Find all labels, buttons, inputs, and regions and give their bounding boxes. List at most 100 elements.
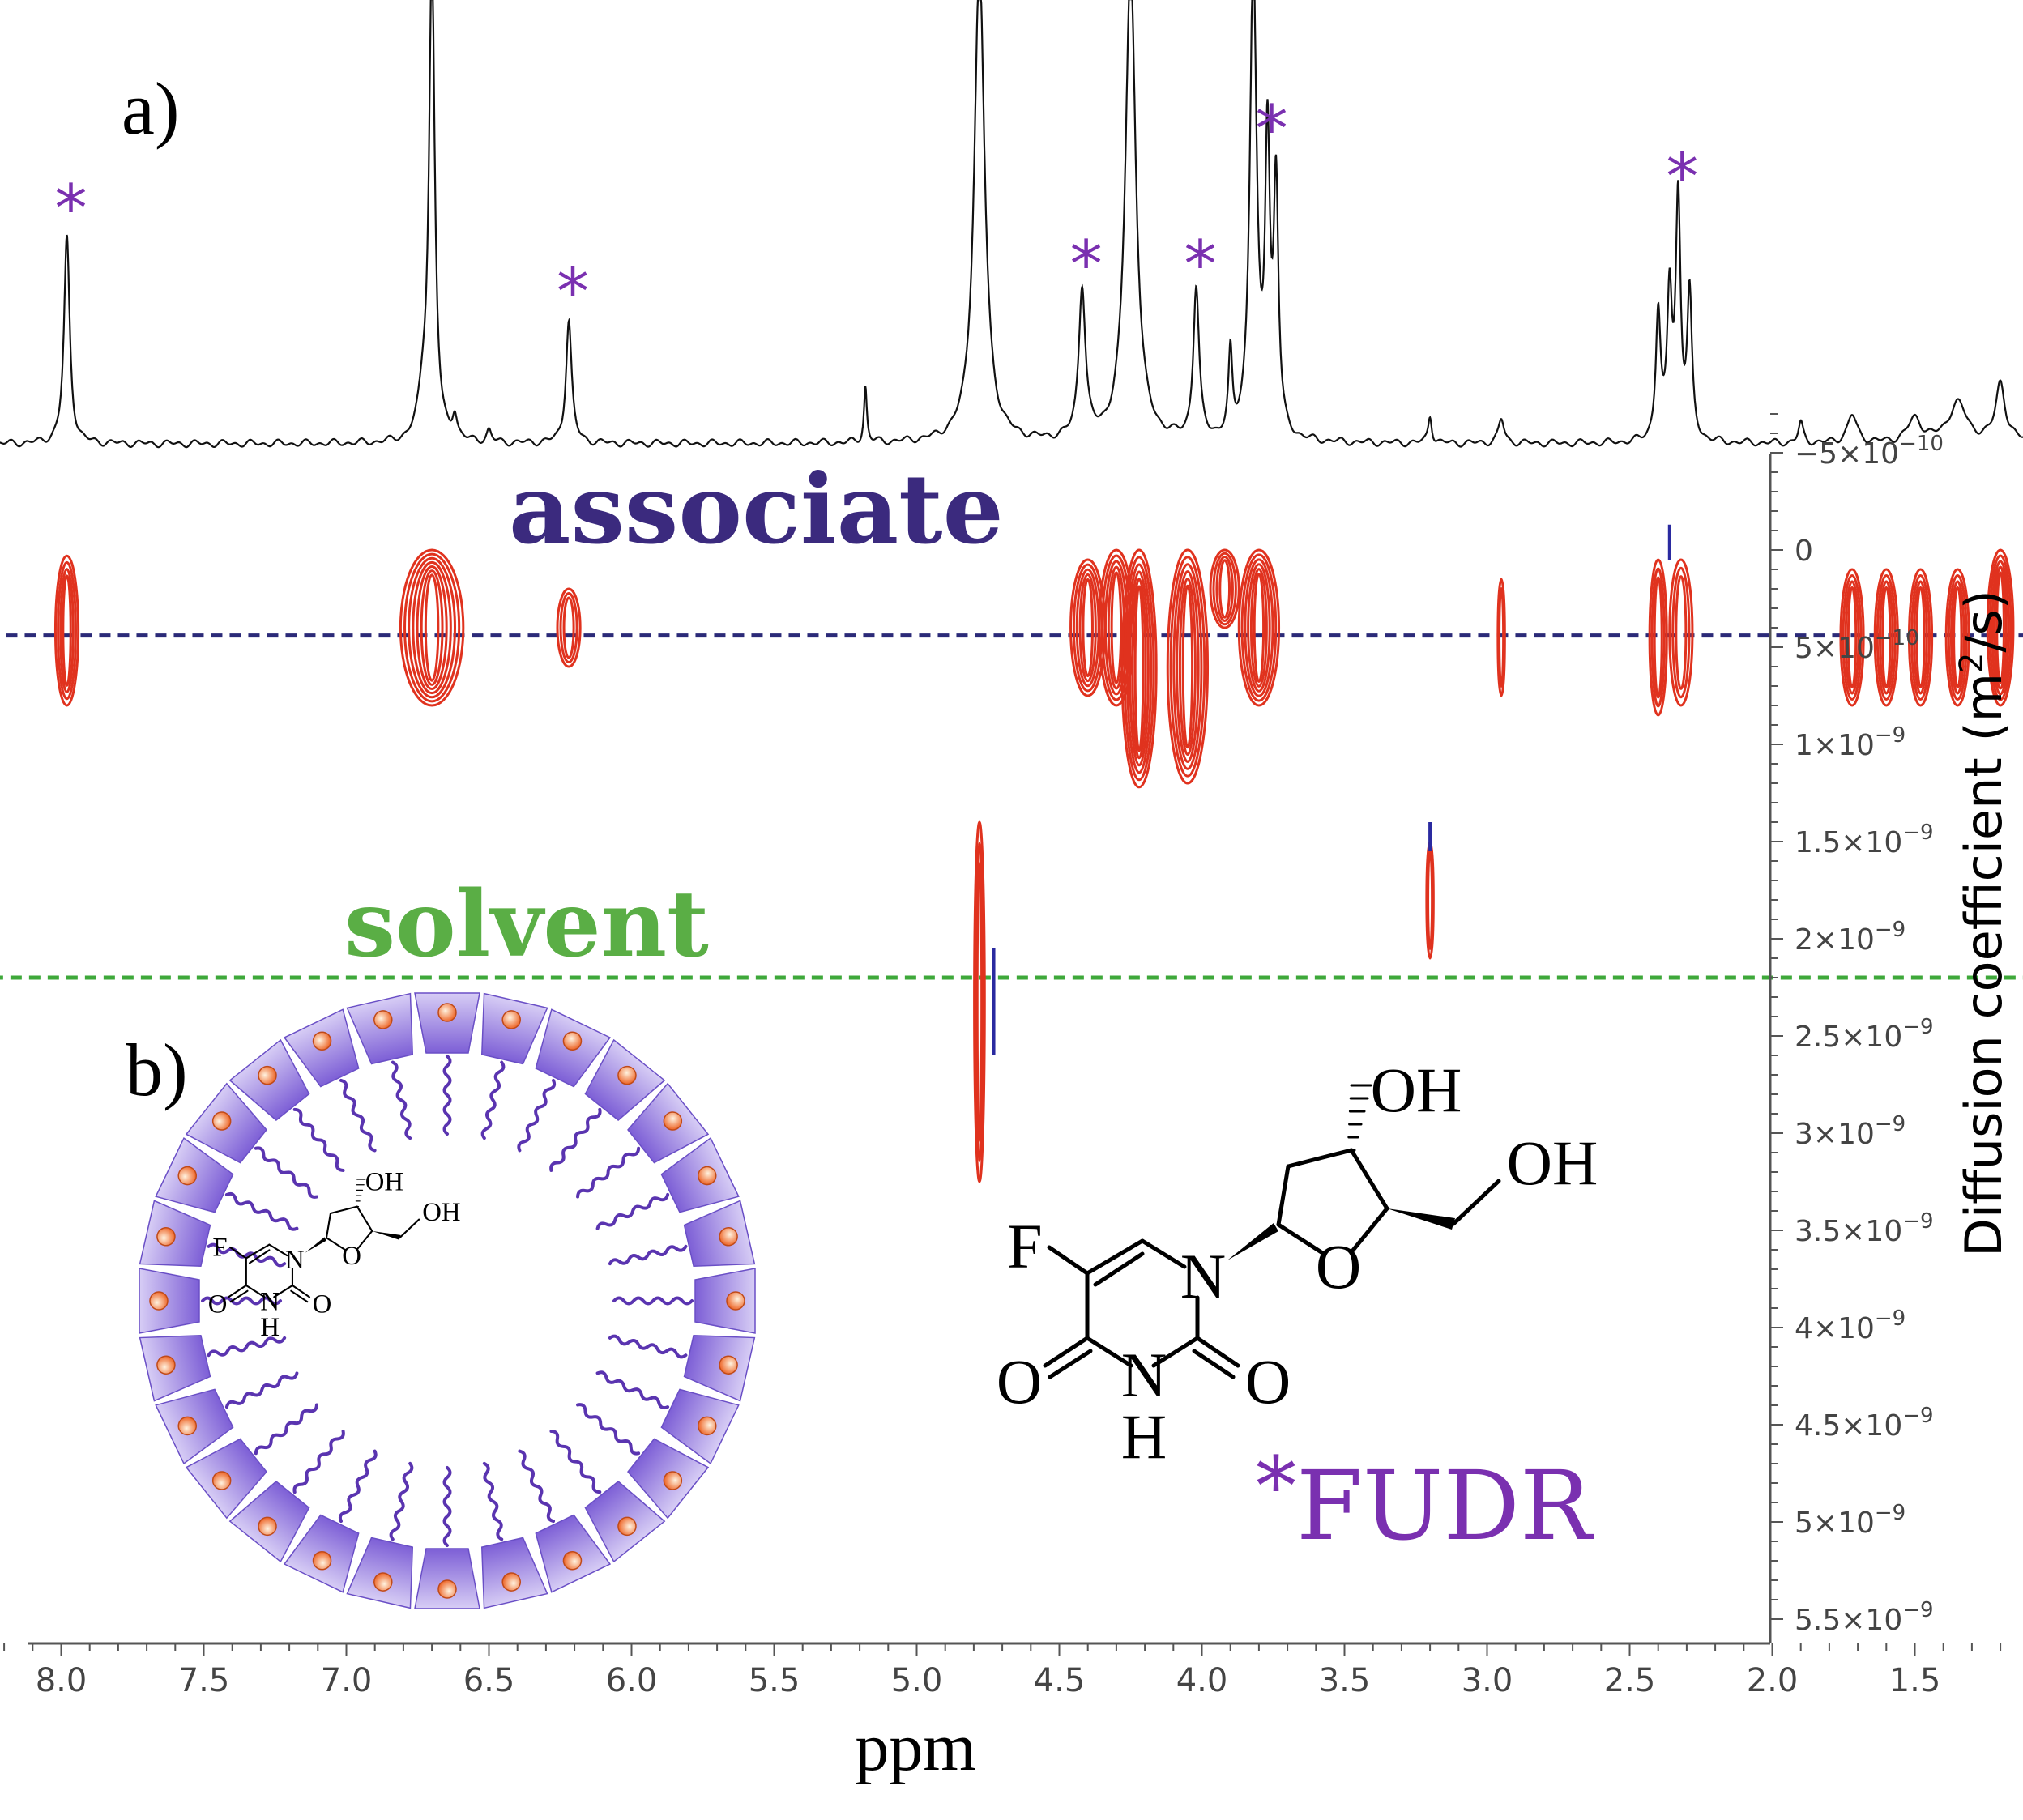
contour-ring	[1496, 578, 1506, 697]
contour-ring	[562, 596, 575, 659]
atom-label: H	[260, 1313, 280, 1342]
surfactant-molecule	[228, 1430, 345, 1563]
fudr-star-marker: *	[1666, 139, 1698, 215]
chem-bond	[325, 1212, 332, 1239]
contour-ring	[1212, 552, 1237, 626]
chem-bond	[329, 1205, 358, 1215]
atom-label: OH	[422, 1198, 460, 1227]
surfactant-tail	[517, 1078, 557, 1153]
contour-group	[1839, 568, 1865, 707]
contour-group	[1425, 840, 1435, 960]
surfactant-tail	[224, 1191, 299, 1231]
x-tick-label: 6.0	[606, 1662, 658, 1699]
chem-wedge	[1387, 1208, 1455, 1230]
micelle-illustration	[139, 992, 756, 1609]
contour-ring	[1249, 568, 1268, 688]
x-tick-label: 5.5	[749, 1662, 800, 1699]
contour-ring	[1247, 563, 1271, 693]
surfactant-molecule	[595, 1370, 740, 1465]
contour-ring	[1129, 570, 1150, 767]
fudr-peak-markers: * * * * * *	[55, 92, 1699, 330]
contour-ring	[1671, 566, 1691, 699]
chem-bond	[245, 1284, 266, 1298]
surfactant-molecule	[608, 1200, 756, 1268]
solvent-label: solvent	[344, 872, 709, 978]
contour-ring	[424, 573, 440, 682]
y-tick-label: 5.5×10−9	[1795, 1598, 1934, 1637]
surfactant-molecule	[608, 1334, 756, 1402]
surfactant-molecule	[518, 1449, 612, 1593]
x-tick-label: 8.0	[36, 1662, 87, 1699]
head-dot	[258, 1516, 277, 1537]
contour-group	[1166, 548, 1210, 785]
head-dot	[437, 1579, 457, 1599]
atom-label: OH	[365, 1167, 403, 1196]
1h-spectrum	[0, 0, 2023, 449]
chem-bond	[291, 1284, 311, 1298]
head-dot	[373, 1010, 393, 1029]
atom-label: O	[1245, 1346, 1291, 1417]
contour-ring	[1131, 578, 1147, 760]
contour-ring	[62, 574, 72, 687]
atom-label: N	[285, 1246, 305, 1275]
head-dot	[156, 1227, 176, 1247]
surfactant-head	[480, 992, 548, 1065]
contour-ring	[1846, 586, 1858, 689]
contour-ring	[412, 560, 452, 695]
x-tick-label: 7.0	[321, 1662, 373, 1699]
contour-ring	[1986, 548, 2015, 707]
contour-ring	[1876, 573, 1897, 701]
surfactant-tail	[254, 1146, 318, 1199]
y-tick-label: 3.5×10−9	[1795, 1209, 1934, 1248]
head-dot	[177, 1416, 198, 1436]
surfactant-molecule	[185, 1403, 318, 1520]
contour-ring	[1123, 556, 1155, 782]
atom-label: H	[1121, 1401, 1167, 1472]
contour-ring	[559, 591, 578, 664]
contour-ring	[416, 565, 448, 691]
contour-ring	[57, 560, 77, 701]
contour-group	[973, 820, 986, 1183]
contour-ring	[1907, 568, 1934, 707]
atom-label: O	[342, 1242, 361, 1271]
contour-ring	[1913, 580, 1928, 695]
y-tick-label: 2.5×10−9	[1795, 1015, 1934, 1054]
contour-ring	[1498, 587, 1505, 688]
surfactant-tail	[549, 1430, 602, 1494]
head-dot	[312, 1550, 332, 1571]
y-tick-label: 5×10−9	[1795, 1501, 1906, 1540]
surfactant-head	[480, 1537, 548, 1609]
chem-bond	[1276, 1164, 1291, 1227]
head-dot	[562, 1550, 583, 1571]
atom-label: O	[208, 1290, 228, 1319]
contour-ring	[1947, 573, 1968, 701]
contour-ring	[1244, 558, 1274, 697]
surfactant-molecule	[155, 1136, 299, 1231]
head-dot	[312, 1031, 332, 1051]
contour-ring	[1949, 580, 1965, 695]
chem-bond	[268, 1243, 288, 1257]
surfactant-molecule	[346, 992, 414, 1140]
chem-bond	[1043, 1336, 1090, 1368]
surfactant-molecule	[155, 1371, 299, 1465]
head-dot	[663, 1111, 683, 1131]
head-dot	[258, 1065, 277, 1085]
head-dot	[697, 1166, 717, 1186]
contour-ring	[1181, 584, 1194, 749]
x-tick-label: 6.5	[463, 1662, 515, 1699]
chem-bond	[1451, 1179, 1501, 1226]
chem-bond	[399, 1218, 420, 1238]
contour-ring	[1993, 565, 2008, 690]
contour-group	[1907, 568, 1934, 707]
contour-ring	[1082, 578, 1094, 678]
fudr-star-marker: *	[557, 254, 589, 330]
chem-bond	[1276, 1222, 1326, 1256]
contour-ring	[1172, 563, 1203, 770]
surfactant-head	[139, 1268, 200, 1334]
surfactant-tail	[608, 1244, 688, 1266]
contour-ring	[1873, 568, 1899, 707]
contour-ring	[399, 548, 465, 707]
y-axis: −5×10−10 0 5×10−10 1×10−9 1.5×10−9 2×10−9 2.5×…	[1769, 413, 1944, 1643]
surfactant-head	[346, 992, 414, 1065]
